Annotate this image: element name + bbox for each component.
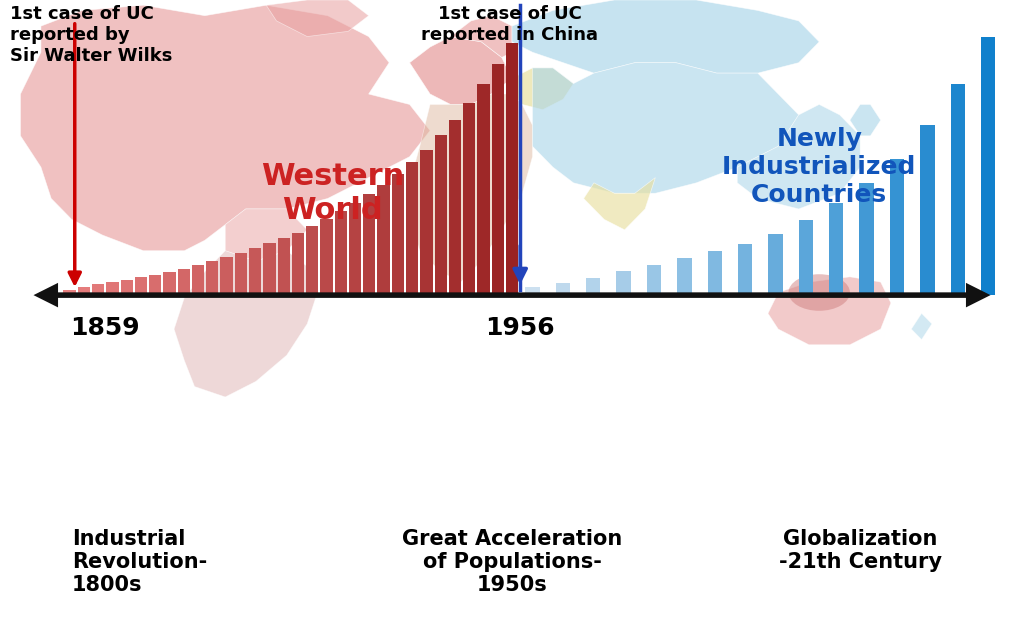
Bar (616, 271, 631, 295)
Bar (392, 174, 404, 295)
Bar (220, 257, 232, 295)
Polygon shape (512, 0, 819, 73)
Bar (829, 203, 844, 295)
Bar (981, 36, 995, 295)
Bar (206, 261, 218, 295)
Bar (78, 287, 90, 295)
Bar (164, 272, 176, 295)
Bar (191, 265, 204, 295)
Bar (586, 278, 600, 295)
Bar (890, 159, 904, 295)
Ellipse shape (788, 274, 850, 311)
Text: Globalization
-21th Century: Globalization -21th Century (778, 529, 942, 572)
Bar (463, 103, 475, 295)
Bar (647, 264, 662, 295)
Text: Western
World: Western World (261, 162, 404, 225)
Polygon shape (410, 36, 512, 104)
Bar (135, 278, 147, 295)
Bar (349, 203, 361, 295)
Bar (434, 135, 446, 295)
Polygon shape (410, 94, 532, 282)
Polygon shape (266, 0, 369, 36)
Bar (306, 225, 318, 295)
Polygon shape (584, 178, 655, 230)
Bar (177, 269, 189, 295)
Bar (420, 150, 432, 295)
Bar (121, 280, 133, 295)
Bar (150, 275, 162, 295)
Polygon shape (911, 313, 932, 340)
Polygon shape (850, 104, 881, 136)
Bar (449, 120, 461, 295)
Bar (234, 253, 247, 295)
Bar (406, 162, 418, 295)
FancyArrowPatch shape (40, 287, 984, 303)
Bar (92, 284, 104, 295)
Bar (556, 283, 570, 295)
Bar (292, 233, 304, 295)
Text: Industrial
Revolution-
1800s: Industrial Revolution- 1800s (72, 529, 207, 595)
Polygon shape (737, 104, 860, 209)
Text: 1859: 1859 (70, 316, 139, 340)
Bar (263, 243, 275, 295)
Polygon shape (451, 16, 512, 57)
Text: Newly
Industrialized
Countries: Newly Industrialized Countries (722, 127, 916, 207)
Polygon shape (532, 62, 799, 193)
Bar (859, 183, 873, 295)
Bar (492, 64, 504, 295)
Bar (477, 84, 489, 295)
Polygon shape (768, 277, 891, 345)
Bar (506, 43, 518, 295)
Bar (249, 248, 261, 295)
Polygon shape (512, 68, 573, 110)
Text: 1st case of UC
reported in China: 1st case of UC reported in China (422, 5, 598, 44)
Bar (677, 258, 691, 295)
Polygon shape (20, 5, 430, 251)
Bar (321, 219, 333, 295)
Text: 1st case of UC
reported by
Sir Walter Wilks: 1st case of UC reported by Sir Walter Wi… (10, 5, 173, 65)
Bar (335, 211, 347, 295)
Bar (768, 234, 782, 295)
Text: 1956: 1956 (485, 316, 555, 340)
Polygon shape (174, 251, 317, 397)
Bar (708, 251, 722, 295)
Bar (799, 220, 813, 295)
Bar (921, 125, 935, 295)
Polygon shape (225, 209, 307, 261)
Bar (738, 244, 753, 295)
Bar (525, 287, 540, 295)
Bar (950, 84, 965, 295)
Bar (278, 238, 290, 295)
Text: Great Acceleration
of Populations-
1950s: Great Acceleration of Populations- 1950s (401, 529, 623, 595)
Bar (364, 194, 376, 295)
Bar (106, 282, 119, 295)
Bar (63, 290, 76, 295)
Bar (378, 185, 390, 295)
